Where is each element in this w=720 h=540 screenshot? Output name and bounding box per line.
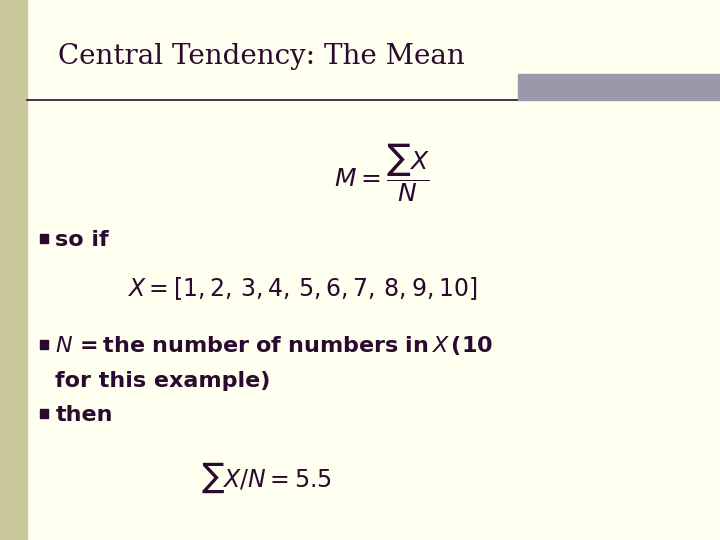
Bar <box>40 234 48 243</box>
Text: then: then <box>55 404 113 425</box>
Text: so if: so if <box>55 230 109 251</box>
Text: $X = [1, 2,\, 3, 4,\, 5, 6, 7,\, 8, 9, 10]$: $X = [1, 2,\, 3, 4,\, 5, 6, 7,\, 8, 9, 1… <box>127 275 477 302</box>
Text: $N$$\,\mathbf{= the\ number\ of\ numbers\ in\,}$$X\,\mathbf{(10}$: $N$$\,\mathbf{= the\ number\ of\ numbers… <box>55 334 493 357</box>
Text: $M = \dfrac{\sum X}{N}$: $M = \dfrac{\sum X}{N}$ <box>334 141 429 204</box>
Text: $\sum X/N = 5.5$: $\sum X/N = 5.5$ <box>201 461 332 495</box>
Bar <box>518 74 720 100</box>
Bar <box>40 340 48 349</box>
Text: Central Tendency: The Mean: Central Tendency: The Mean <box>58 43 464 70</box>
Text: for this example): for this example) <box>55 370 271 391</box>
Bar <box>40 409 48 418</box>
Bar <box>0 0 27 540</box>
